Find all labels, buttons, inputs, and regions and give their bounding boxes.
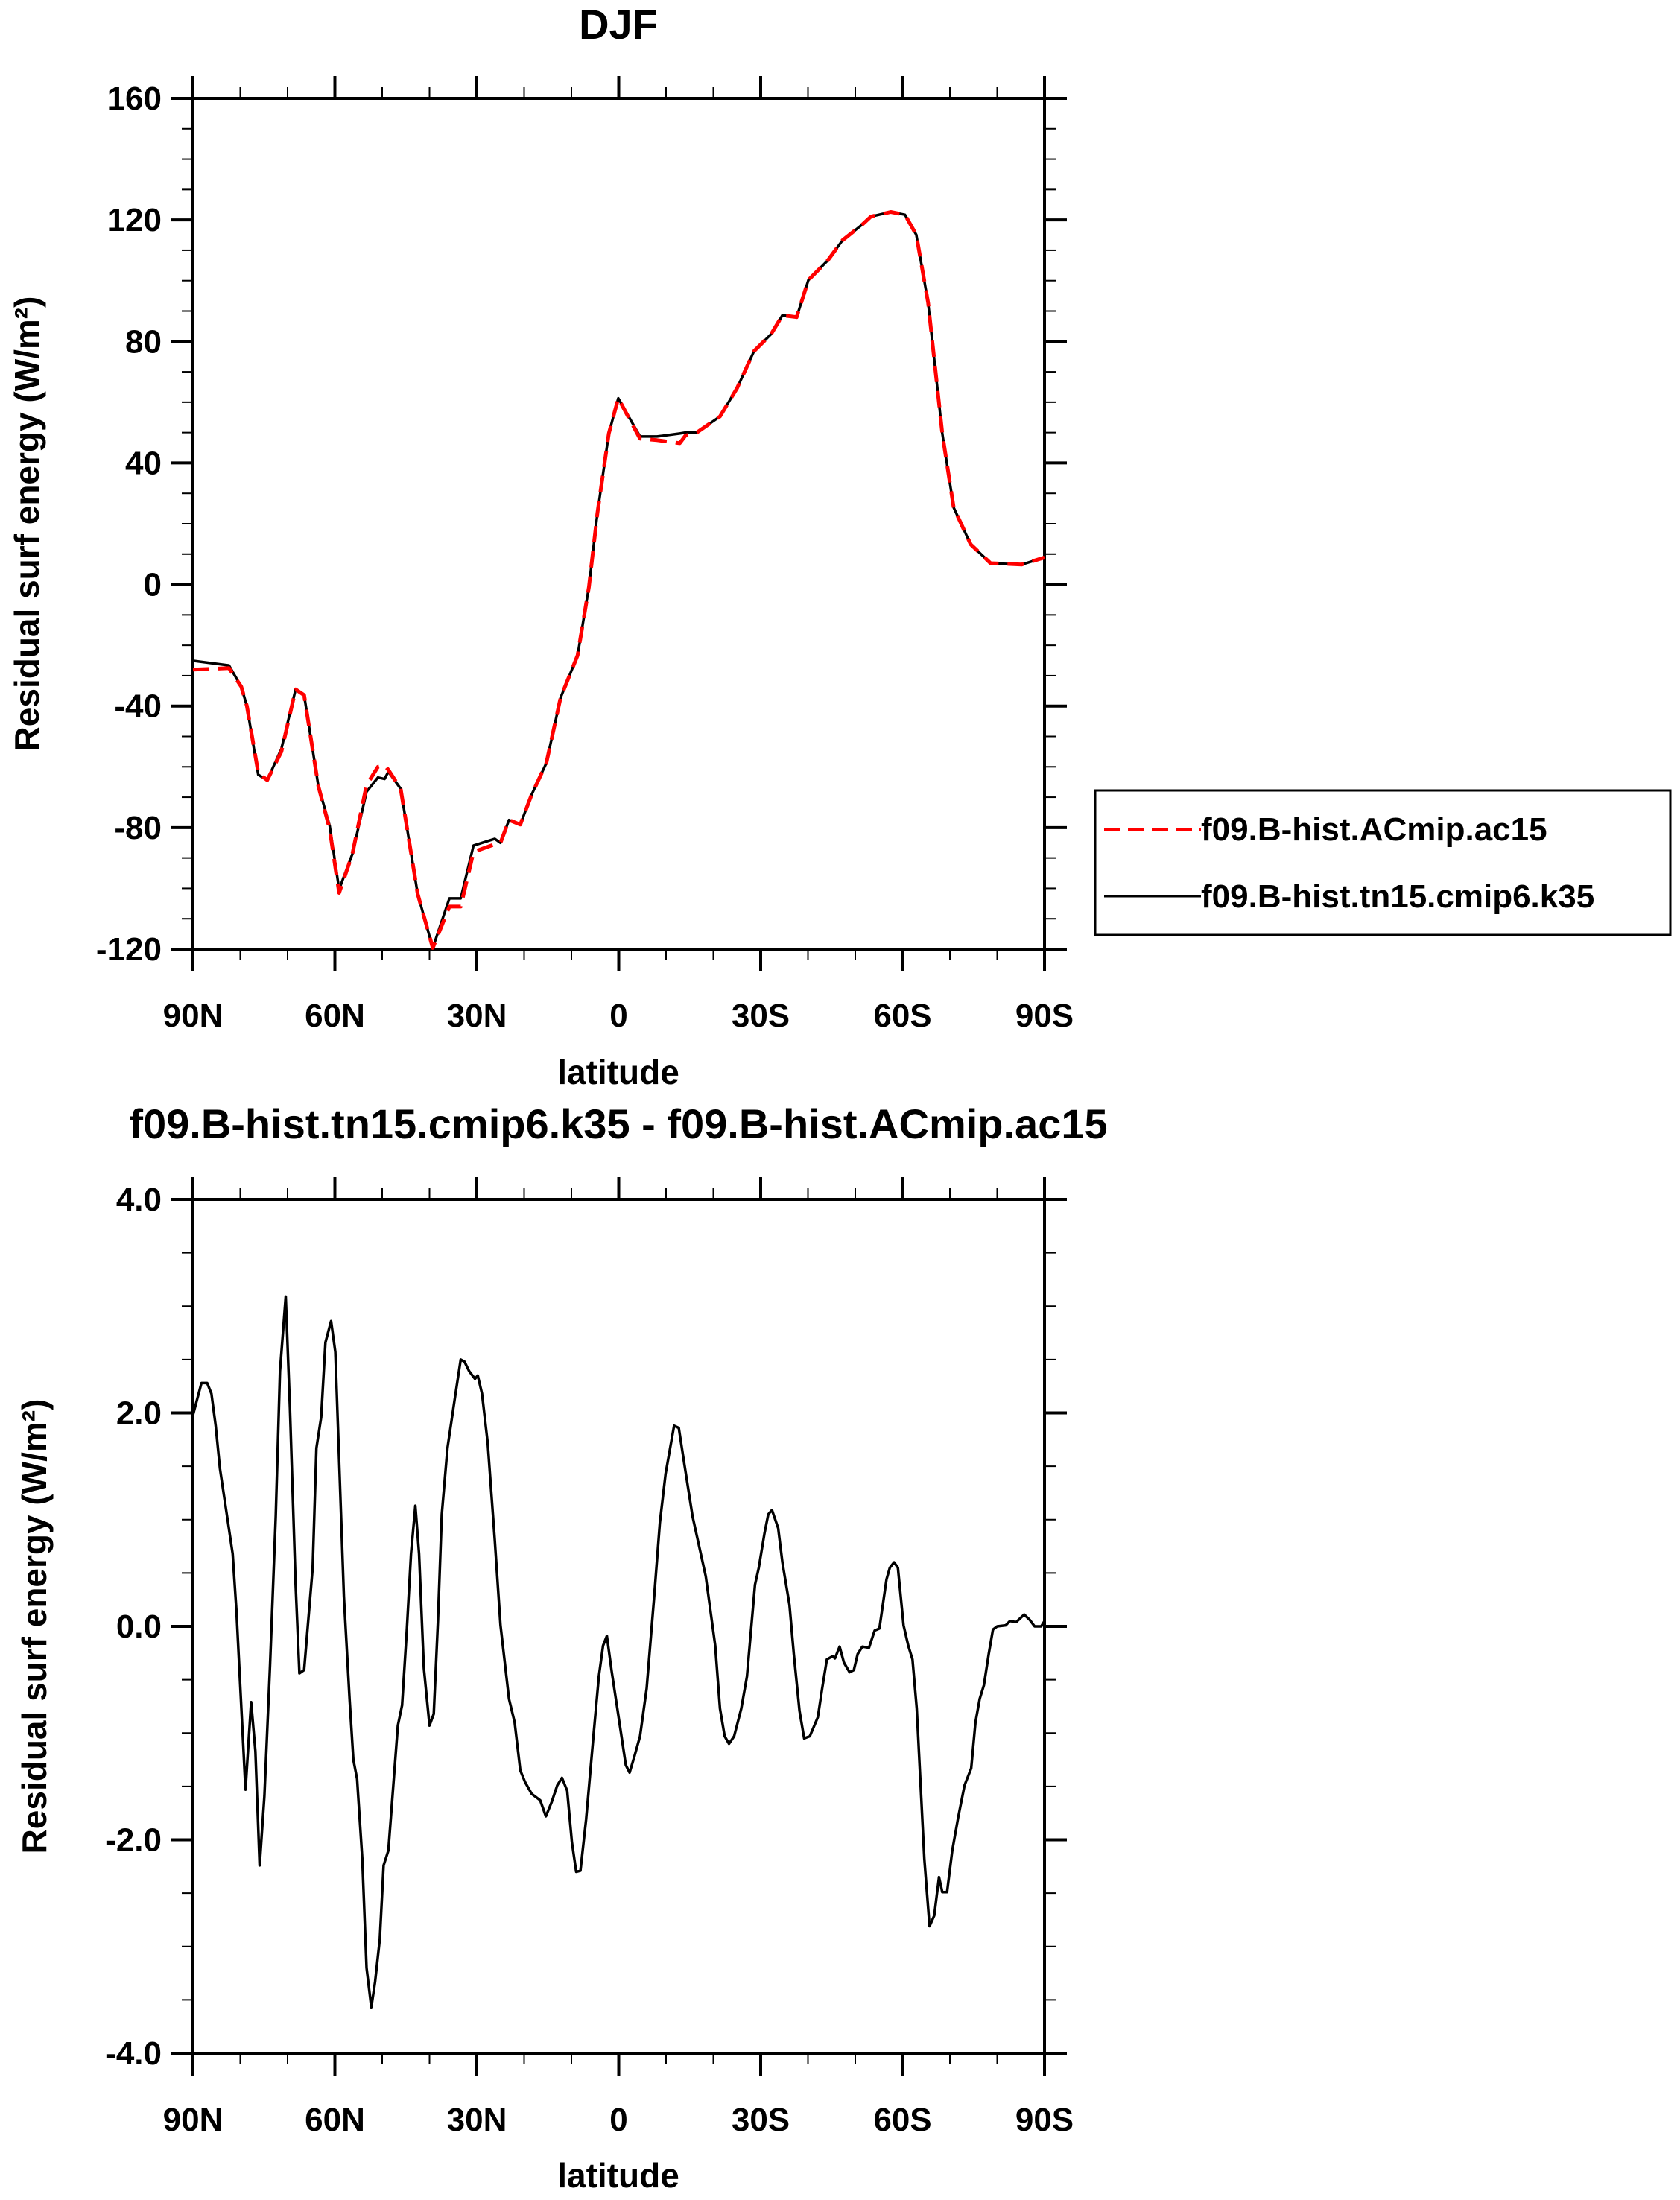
top-y-tick-label: 80	[125, 323, 162, 360]
top-plot-frame	[191, 97, 1046, 951]
top-y-tick-label: -120	[96, 931, 162, 968]
legend-label-cmip6: f09.B-hist.tn15.cmip6.k35	[1201, 878, 1594, 915]
legend-box	[1094, 789, 1672, 936]
legend: f09.B-hist.ACmip.ac15 f09.B-hist.tn15.cm…	[1094, 789, 1672, 936]
top-x-tick-label: 60N	[305, 998, 365, 1034]
bottom-y-tick-label: -2.0	[105, 1822, 162, 1859]
top-panel-djf: DJF latitude Residual surf energy (W/m²)…	[7, 1, 1074, 1091]
bottom-x-tick-label: 30S	[732, 2102, 790, 2138]
top-x-axis-label: latitude	[557, 1053, 679, 1091]
bottom-y-tick-label: 0.0	[116, 1608, 162, 1645]
bottom-x-axis-label: latitude	[557, 2156, 679, 2195]
top-x-tick-label: 30S	[732, 998, 790, 1034]
top-x-tick-label: 90N	[163, 998, 224, 1034]
top-y-axis-label: Residual surf energy (W/m²)	[7, 297, 46, 752]
bottom-x-tick-label: 0	[609, 2102, 627, 2138]
bottom-chart-title: f09.B-hist.tn15.cmip6.k35 - f09.B-hist.A…	[129, 1100, 1107, 1147]
top-y-tick-label: 160	[107, 80, 162, 117]
bottom-x-tick-label: 60S	[873, 2102, 931, 2138]
bottom-y-axis-label: Residual surf energy (W/m²)	[15, 1399, 54, 1854]
top-x-tick-label: 0	[609, 998, 627, 1034]
top-series-line-f09-b-hist-tn15-cmip6-k35	[192, 210, 1045, 950]
top-x-tick-label: 90S	[1015, 998, 1074, 1034]
bottom-x-tick-label: 90N	[163, 2102, 224, 2138]
top-chart-title: DJF	[579, 1, 658, 48]
top-y-tick-label: 0	[144, 567, 162, 603]
top-y-tick-label: -80	[114, 810, 162, 846]
bottom-series-line-difference	[191, 1295, 1046, 2009]
top-y-tick-label: -40	[114, 688, 162, 725]
top-y-tick-label: 40	[125, 445, 162, 481]
bottom-plot-frame	[191, 1198, 1046, 2055]
bottom-y-tick-label: 2.0	[116, 1395, 162, 1432]
top-x-tick-label: 60S	[873, 998, 931, 1034]
bottom-y-tick-label: 4.0	[116, 1182, 162, 1218]
top-series-line-f09-b-hist-acmip-ac15	[192, 210, 1045, 950]
top-y-tick-label: 120	[107, 202, 162, 238]
legend-label-acmip: f09.B-hist.ACmip.ac15	[1201, 811, 1547, 848]
bottom-x-tick-label: 90S	[1015, 2102, 1074, 2138]
bottom-y-tick-label: -4.0	[105, 2035, 162, 2072]
top-x-tick-label: 30N	[447, 998, 507, 1034]
bottom-x-tick-label: 60N	[305, 2102, 365, 2138]
bottom-panel-difference: f09.B-hist.tn15.cmip6.k35 - f09.B-hist.A…	[15, 1100, 1108, 2195]
bottom-x-tick-label: 30N	[447, 2102, 507, 2138]
